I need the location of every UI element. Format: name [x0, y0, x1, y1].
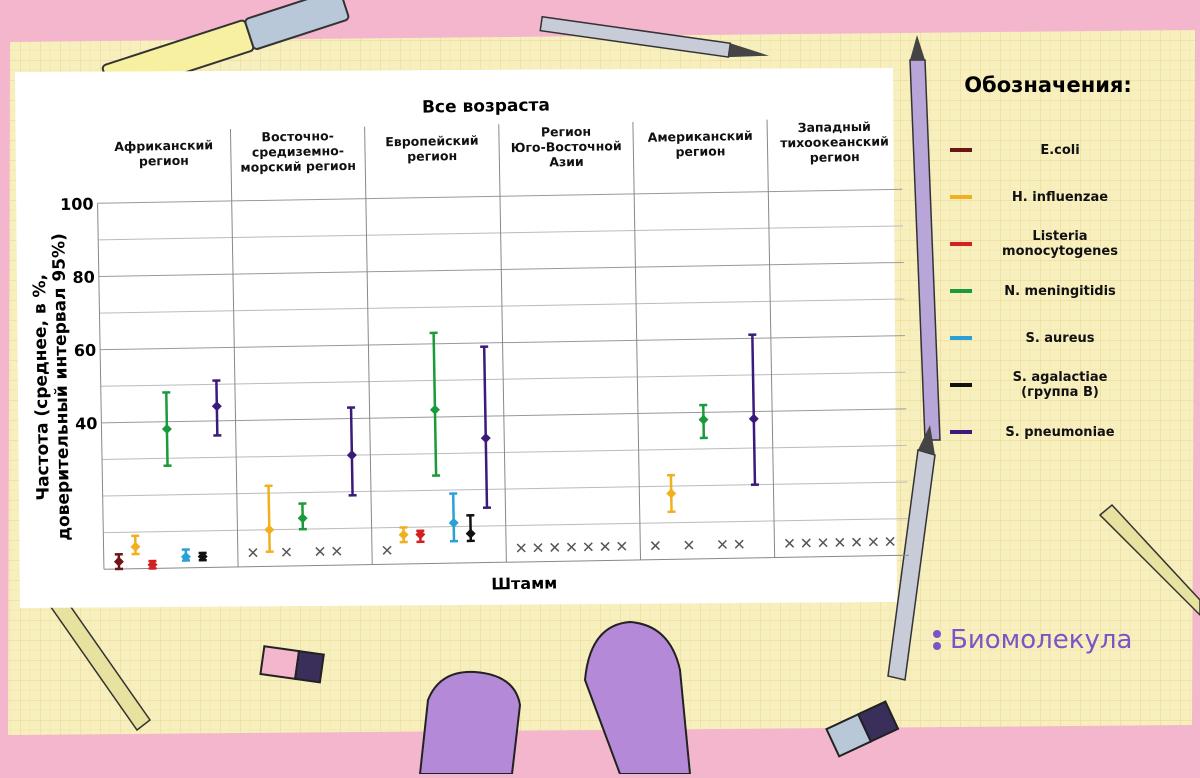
y-tick-label: 80 — [72, 268, 95, 287]
legend-label-box: E.coli — [985, 130, 1135, 170]
panel-label-box: Регион Юго-Восточной Азии — [494, 115, 639, 178]
error-bar — [269, 486, 270, 552]
panel-label-box: Американский регион — [628, 113, 773, 176]
panel-label: Регион Юго-Восточной Азии — [494, 115, 639, 178]
legend-title: Обозначения: — [964, 73, 1132, 97]
error-bar — [453, 494, 454, 542]
panel-label: Восточно- средиземно- морский регион — [225, 120, 370, 183]
panel-label-box: Западный тихоокеанский регион — [762, 110, 907, 173]
chart-title: Все возраста — [422, 95, 550, 117]
legend-label: N. meningitidis — [985, 271, 1135, 311]
panel-label: Европейский регион — [359, 117, 504, 180]
legend-label: H. influenzae — [985, 177, 1135, 217]
y-tick-label: 40 — [75, 414, 98, 433]
legend-label: S. agalactiae (группа B) — [985, 365, 1135, 405]
legend-label-box: N. meningitidis — [985, 271, 1135, 311]
y-tick-label: 100 — [60, 194, 94, 214]
legend-label: Listeria monocytogenes — [985, 224, 1135, 264]
legend-label: S. aureus — [985, 318, 1135, 358]
panel-label: Африканский регион — [91, 122, 236, 185]
watermark: Биомолекула — [950, 625, 1132, 655]
watermark-dot — [933, 642, 941, 650]
panel-label: Западный тихоокеанский регион — [762, 110, 907, 173]
legend-label-box: S. pneumoniae — [985, 412, 1135, 452]
legend-label: E.coli — [985, 130, 1135, 170]
legend-label-box: S. aureus — [985, 318, 1135, 358]
panel-label-box: Европейский регион — [359, 117, 504, 180]
legend-label-box: Listeria monocytogenes — [985, 224, 1135, 264]
watermark-dot — [933, 630, 941, 638]
legend-label-box: H. influenzae — [985, 177, 1135, 217]
y-tick-label: 60 — [74, 341, 97, 360]
x-axis-label: Штамм — [491, 573, 557, 593]
legend-label-box: S. agalactiae (группа B) — [985, 365, 1135, 405]
panel-label-box: Африканский регион — [91, 122, 236, 185]
legend-label: S. pneumoniae — [985, 412, 1135, 452]
panel-label: Американский регион — [628, 113, 773, 176]
y-axis-label: Частота (среднее, в %,доверительный инте… — [29, 233, 74, 541]
panel-label-box: Восточно- средиземно- морский регион — [225, 120, 370, 183]
